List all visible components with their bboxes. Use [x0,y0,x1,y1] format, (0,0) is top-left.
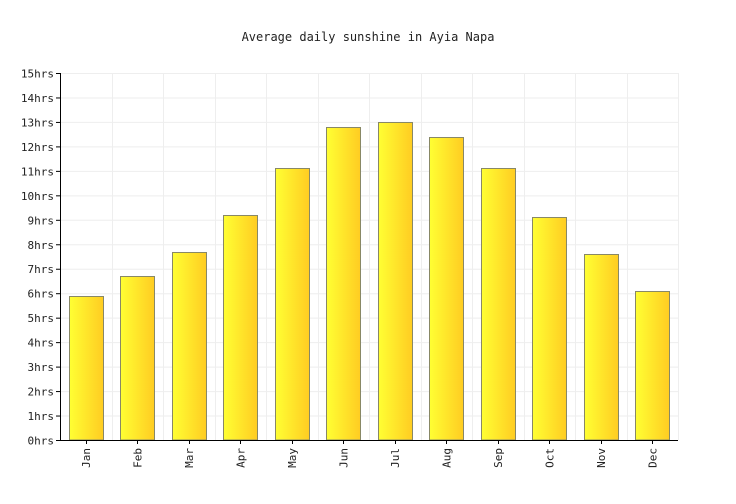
x-tick-label: Dec [646,448,659,468]
bar-jan [69,296,104,441]
x-tick-label: Sep [492,448,505,468]
x-tick-label: Feb [131,448,144,468]
axes [56,73,678,444]
bar-jun [326,127,361,441]
x-tick-label: May [286,448,299,468]
y-tick-label: 15hrs [21,68,54,81]
bar-aug [429,137,464,441]
bar-nov [584,254,619,441]
y-tick-label: 3hrs [28,361,55,374]
x-tick-label: Jun [337,448,350,468]
x-tick-label: Aug [440,448,453,468]
y-tick-label: 7hrs [28,263,55,276]
x-tick-label: Mar [183,448,196,468]
y-tick-label: 8hrs [28,239,55,252]
bar-oct [532,217,567,441]
y-tick-label: 11hrs [21,165,54,178]
bar-may [275,168,310,441]
bar-feb [120,276,155,441]
y-tick-label: 9hrs [28,214,55,227]
x-tick-label: Nov [595,448,608,468]
y-tick-label: 10hrs [21,190,54,203]
y-tick-label: 13hrs [21,116,54,129]
x-tick-labels: Jan Feb Mar Apr May Jun Jul Aug Sep Oct Nov Dec [80,448,660,468]
y-tick-labels: 0hrs 1hrs 2hrs 3hrs 4hrs 5hrs 6hrs 7hrs 8hrs 9hrs… [21,68,54,448]
bar-sep [481,168,516,441]
y-tick-label: 2hrs [28,386,55,399]
bar-dec [635,291,670,441]
y-tick-label: 4hrs [28,337,55,350]
y-tick-label: 12hrs [21,141,54,154]
bar-apr [223,215,258,441]
y-tick-label: 14hrs [21,92,54,105]
y-tick-label: 1hrs [28,410,55,423]
grid [60,73,679,440]
x-tick-label: Apr [234,448,247,468]
x-tick-label: Jan [80,448,93,468]
y-tick-label: 6hrs [28,288,55,301]
bar-mar [172,252,207,441]
y-tick-label: 5hrs [28,312,55,325]
x-tick-label: Jul [389,448,402,468]
bar-jul [378,122,413,441]
chart-title: Average daily sunshine in Ayia Napa [242,30,495,44]
x-tick-label: Oct [543,448,556,468]
y-tick-label: 0hrs [28,435,55,448]
